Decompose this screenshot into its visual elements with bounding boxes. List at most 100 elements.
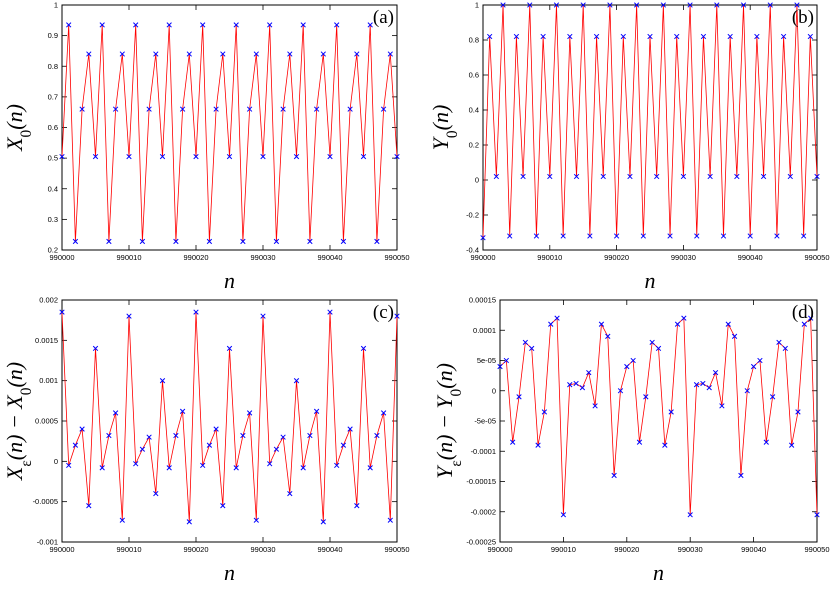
data-point (166, 465, 172, 471)
data-point-stroke (246, 410, 253, 416)
data-point-stroke (580, 2, 586, 8)
x-tick-label: 990010 (551, 545, 576, 554)
data-point-stroke (787, 173, 793, 180)
series-line (499, 317, 818, 515)
data-point-stroke (220, 51, 226, 57)
data-point (503, 357, 509, 364)
data-point-stroke (760, 173, 767, 180)
data-point-stroke (347, 426, 353, 432)
data-point (334, 22, 340, 28)
data-point (112, 410, 119, 416)
data-point (586, 369, 592, 376)
data-point (633, 2, 640, 8)
data-point (313, 106, 320, 112)
data-point-stroke (627, 173, 633, 180)
data-point-stroke (213, 106, 219, 112)
data-point (510, 439, 516, 445)
data-point (307, 238, 313, 245)
x-tick-label: 990030 (678, 545, 703, 554)
y-tick-label: -0.0005 (33, 497, 58, 506)
data-point (240, 238, 246, 245)
data-point-stroke (687, 2, 693, 8)
data-point-stroke (795, 409, 801, 415)
data-point (769, 394, 776, 400)
data-point-stroke (516, 394, 522, 400)
x-tick-label: 990030 (671, 253, 696, 262)
data-point (193, 153, 199, 160)
data-point (320, 519, 326, 525)
data-point-stroke (605, 333, 611, 339)
data-point-stroke (727, 33, 733, 40)
data-point (179, 408, 186, 414)
data-point-stroke (233, 465, 239, 471)
data-point (687, 512, 693, 518)
data-point-stroke (808, 315, 814, 321)
data-point (693, 382, 700, 388)
data-point (233, 22, 239, 28)
data-point-stroke (86, 51, 92, 57)
data-point-stroke (667, 233, 673, 239)
data-point-stroke (334, 22, 340, 28)
panel-label: (a) (373, 7, 394, 28)
data-point (280, 434, 286, 440)
data-point (300, 22, 306, 28)
data-point (287, 51, 293, 57)
data-point (763, 439, 769, 445)
data-point (807, 33, 813, 40)
data-point-stroke (624, 363, 630, 370)
data-point-stroke (133, 22, 139, 28)
data-point-stroke (179, 408, 186, 414)
data-point-stroke (273, 238, 280, 245)
data-point-stroke (662, 442, 668, 448)
data-point (598, 321, 605, 327)
data-point-stroke (636, 439, 643, 445)
data-point (66, 462, 72, 469)
data-point (808, 315, 814, 321)
y-tick-label: 1 (54, 1, 58, 10)
data-point-stroke (554, 315, 560, 321)
data-point-stroke (694, 233, 700, 239)
data-point (133, 461, 139, 467)
data-point-stroke (513, 33, 520, 40)
data-point-stroke (510, 439, 516, 445)
data-point-stroke (273, 446, 280, 452)
data-point-stroke (607, 2, 613, 8)
data-point-stroke (367, 465, 373, 471)
data-point-stroke (233, 22, 239, 28)
panel-label: (d) (792, 302, 814, 323)
data-point-stroke (66, 462, 72, 469)
data-point-stroke (213, 426, 219, 432)
data-point (59, 153, 65, 160)
data-point (280, 106, 286, 112)
data-point-stroke (567, 382, 573, 388)
data-point (767, 2, 773, 8)
y-tick-label: 0.8 (48, 62, 58, 71)
data-point (674, 33, 680, 40)
data-point-stroke (757, 357, 763, 364)
data-point (774, 233, 780, 239)
x-tick-label: 990030 (250, 253, 275, 262)
data-point (630, 357, 636, 364)
data-point (744, 388, 750, 394)
data-point-stroke (166, 22, 172, 28)
data-point (139, 446, 146, 452)
data-point (394, 153, 400, 160)
data-point (133, 22, 139, 28)
data-point-stroke (72, 238, 79, 245)
data-point (253, 517, 259, 523)
y-axis-label: Xε(n) − X0(n) (2, 362, 35, 481)
data-point (600, 173, 606, 180)
data-point (760, 173, 767, 180)
data-point-stroke (800, 233, 807, 239)
x-tick-label: 990020 (183, 253, 208, 262)
data-point-stroke (620, 33, 626, 40)
data-point (380, 106, 387, 112)
data-point-stroke (681, 315, 687, 321)
y-tick-label: 0.6 (469, 71, 479, 80)
data-point (59, 309, 65, 315)
data-point (126, 313, 132, 319)
data-point-stroke (731, 333, 738, 339)
data-point-stroke (640, 233, 646, 239)
data-point (200, 22, 206, 28)
data-point-stroke (493, 173, 500, 180)
